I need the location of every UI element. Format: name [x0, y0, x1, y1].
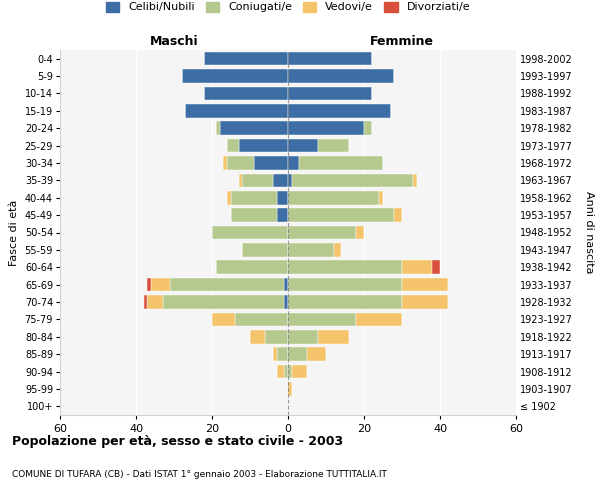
Bar	[277, 365, 284, 378]
Bar	[231, 208, 277, 222]
Bar	[250, 330, 265, 344]
Bar	[288, 243, 334, 256]
Bar	[288, 174, 292, 187]
Bar	[288, 156, 299, 170]
Bar	[288, 86, 371, 100]
Bar	[277, 208, 288, 222]
Bar	[433, 260, 440, 274]
Bar	[205, 86, 288, 100]
Bar	[273, 348, 277, 361]
Bar	[288, 330, 319, 344]
Bar	[284, 365, 288, 378]
Bar	[265, 330, 288, 344]
Bar	[216, 260, 288, 274]
Bar	[242, 174, 273, 187]
Legend: Celibi/Nubili, Coniugati/e, Vedovi/e, Divorziati/e: Celibi/Nubili, Coniugati/e, Vedovi/e, Di…	[101, 0, 475, 17]
Bar	[307, 348, 326, 361]
Bar	[216, 122, 220, 135]
Bar	[334, 243, 341, 256]
Bar	[148, 295, 163, 309]
Text: Femmine: Femmine	[370, 36, 434, 49]
Bar	[356, 226, 364, 239]
Y-axis label: Fasce di età: Fasce di età	[9, 200, 19, 266]
Bar	[212, 226, 288, 239]
Bar	[292, 365, 307, 378]
Bar	[288, 208, 394, 222]
Bar	[284, 278, 288, 291]
Bar	[402, 260, 433, 274]
Bar	[288, 191, 379, 204]
Bar	[402, 295, 448, 309]
Bar	[277, 348, 288, 361]
Bar	[254, 156, 288, 170]
Bar	[212, 312, 235, 326]
Bar	[288, 365, 292, 378]
Bar	[402, 278, 448, 291]
Bar	[379, 191, 383, 204]
Bar	[148, 278, 151, 291]
Bar	[151, 278, 170, 291]
Text: Popolazione per età, sesso e stato civile - 2003: Popolazione per età, sesso e stato civil…	[12, 435, 343, 448]
Bar	[227, 156, 254, 170]
Bar	[288, 122, 364, 135]
Bar	[288, 70, 394, 83]
Bar	[288, 52, 371, 66]
Bar	[231, 191, 277, 204]
Bar	[227, 191, 231, 204]
Bar	[364, 122, 371, 135]
Bar	[288, 260, 402, 274]
Bar	[288, 139, 319, 152]
Bar	[205, 52, 288, 66]
Bar	[273, 174, 288, 187]
Bar	[288, 348, 307, 361]
Bar	[170, 278, 284, 291]
Bar	[182, 70, 288, 83]
Bar	[284, 295, 288, 309]
Bar	[185, 104, 288, 118]
Bar	[288, 312, 356, 326]
Bar	[227, 139, 239, 152]
Bar	[239, 174, 242, 187]
Bar	[235, 312, 288, 326]
Bar	[143, 295, 148, 309]
Bar	[356, 312, 402, 326]
Y-axis label: Anni di nascita: Anni di nascita	[584, 191, 594, 274]
Bar	[292, 174, 413, 187]
Bar	[299, 156, 383, 170]
Bar	[394, 208, 402, 222]
Bar	[239, 139, 288, 152]
Bar	[319, 330, 349, 344]
Text: Maschi: Maschi	[149, 36, 199, 49]
Text: COMUNE DI TUFARA (CB) - Dati ISTAT 1° gennaio 2003 - Elaborazione TUTTITALIA.IT: COMUNE DI TUFARA (CB) - Dati ISTAT 1° ge…	[12, 470, 387, 479]
Bar	[319, 139, 349, 152]
Bar	[223, 156, 227, 170]
Bar	[242, 243, 288, 256]
Bar	[288, 226, 356, 239]
Bar	[163, 295, 284, 309]
Bar	[288, 278, 402, 291]
Bar	[288, 295, 402, 309]
Bar	[288, 382, 292, 396]
Bar	[277, 191, 288, 204]
Bar	[220, 122, 288, 135]
Bar	[288, 104, 391, 118]
Bar	[413, 174, 417, 187]
